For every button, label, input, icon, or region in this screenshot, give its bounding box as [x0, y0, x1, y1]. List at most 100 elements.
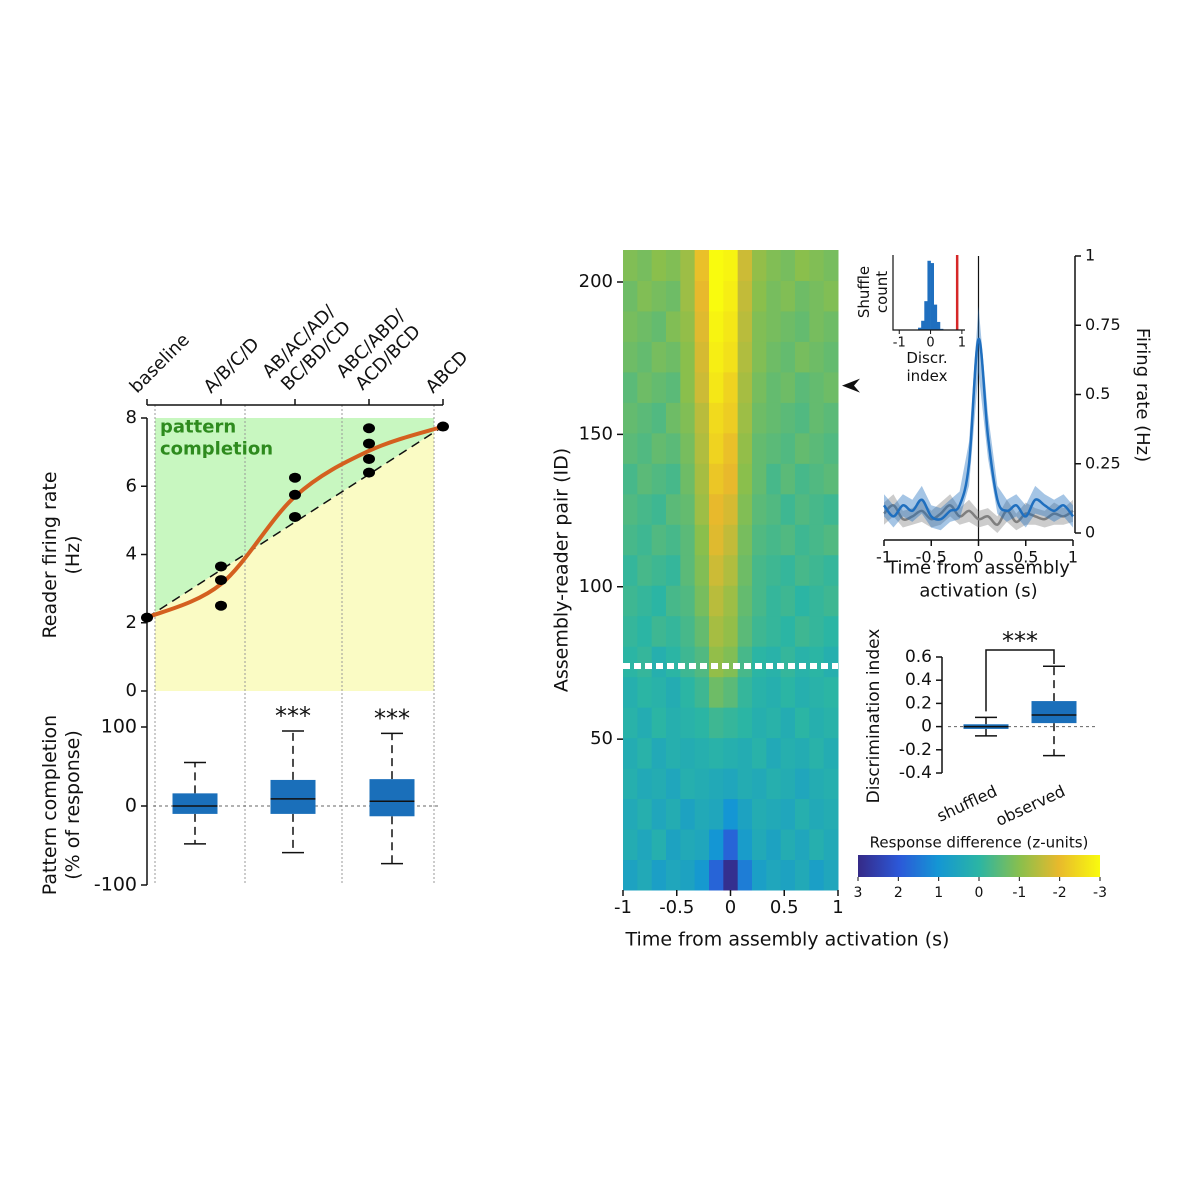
heatmap-cell — [709, 676, 724, 708]
heatmap-cell — [823, 676, 839, 708]
heatmap-cell — [809, 402, 825, 434]
axes — [892, 255, 965, 331]
heatmap-cell — [766, 615, 782, 647]
heatmap-cell — [666, 615, 681, 647]
heatmap-cell — [694, 768, 710, 800]
heatmap-cell — [766, 341, 782, 373]
heatmap-cell — [737, 707, 753, 739]
heatmap-cell — [694, 402, 710, 434]
y-tick-label: 0.6 — [905, 647, 932, 667]
heatmap-cell — [637, 676, 653, 708]
point — [289, 489, 301, 500]
heatmap-cell — [694, 707, 710, 739]
heatmap-cell — [737, 676, 753, 708]
heatmap-cell — [795, 463, 810, 495]
heatmap-cell — [737, 432, 753, 464]
y-tick-label: 2 — [126, 612, 137, 633]
heatmap-cell — [637, 493, 653, 525]
colorbar-tick-label: -1 — [1012, 885, 1026, 901]
x-tick-label: -1 — [876, 548, 892, 567]
heatmap-cell — [651, 585, 667, 617]
heatmap-cell — [780, 371, 796, 403]
heatmap-cell — [752, 341, 767, 373]
heatmap-cell — [709, 524, 724, 556]
heatmap-cell — [623, 585, 638, 617]
heatmap-cell — [723, 707, 739, 739]
heatmap-cell — [680, 737, 696, 769]
y-tick-label: 0 — [921, 717, 932, 737]
heatmap-cell — [809, 280, 825, 312]
point — [363, 453, 375, 464]
point — [437, 421, 449, 432]
heatmap-cell — [680, 371, 696, 403]
heatmap-cell — [766, 402, 782, 434]
heatmap-cell — [723, 432, 739, 464]
heatmap-cell — [809, 371, 825, 403]
heatmap-cell — [694, 432, 710, 464]
heatmap-cell — [623, 371, 638, 403]
heatmap-cell — [752, 493, 767, 525]
heatmap-cell — [766, 432, 782, 464]
heatmap-cell — [809, 737, 825, 769]
heatmap-cell — [780, 615, 796, 647]
y-tick-label: 6 — [126, 475, 137, 496]
point — [363, 467, 375, 478]
heatmap-cell — [651, 646, 667, 678]
heatmap-cell — [723, 250, 739, 281]
heatmap-cell — [766, 676, 782, 708]
heatmap-cell — [680, 646, 696, 678]
heatmap-cell — [823, 250, 839, 281]
heatmap-cell — [680, 676, 696, 708]
heatmap-cell — [680, 280, 696, 312]
y-tick-label: 1 — [1085, 246, 1095, 265]
heatmap-cell — [780, 463, 796, 495]
heatmap-cell — [752, 585, 767, 617]
heatmap-cell — [651, 371, 667, 403]
y-axis-label: Firing rate (Hz) — [1131, 327, 1153, 463]
heatmap-cell — [637, 341, 653, 373]
heatmap-cell — [637, 524, 653, 556]
heatmap-cell — [666, 676, 681, 708]
heatmap-cell — [780, 859, 796, 891]
heatmap-cell — [780, 250, 796, 281]
colorbar-tick-label: 2 — [894, 885, 903, 901]
heatmap-cell — [752, 615, 767, 647]
heatmap-cell — [723, 737, 739, 769]
heatmap-cell — [651, 554, 667, 586]
heatmap-cell — [694, 493, 710, 525]
heatmap-cell — [823, 554, 839, 586]
heatmap-cell — [623, 768, 638, 800]
heatmap-cell — [795, 615, 810, 647]
y-tick-label: -0.2 — [899, 740, 932, 760]
heatmap-cell — [766, 798, 782, 830]
line — [882, 337, 1074, 521]
box — [369, 779, 415, 817]
error-band — [884, 494, 1073, 533]
heatmap-cell — [752, 859, 767, 891]
y-tick-label: 0.2 — [905, 693, 932, 713]
heatmap-cell — [780, 737, 796, 769]
point — [289, 472, 301, 483]
x-tick-label: 0.5 — [770, 897, 799, 918]
heatmap-cell — [694, 676, 710, 708]
heatmap-cell — [637, 859, 653, 891]
heatmap-cell — [651, 341, 667, 373]
box — [172, 793, 218, 814]
histogram-bar — [927, 260, 931, 330]
heatmap-cell — [637, 829, 653, 861]
heatmap-cell — [780, 280, 796, 312]
box — [1031, 701, 1077, 724]
heatmap-cell — [709, 493, 724, 525]
x-tick-label: 0 — [725, 897, 736, 918]
heatmap-cell — [723, 310, 739, 342]
heatmap-cell — [666, 402, 681, 434]
heatmap-cell — [680, 432, 696, 464]
heatmap-cell — [823, 829, 839, 861]
heatmap-cell — [780, 493, 796, 525]
heatmap-cell — [651, 737, 667, 769]
heatmap-cell — [737, 585, 753, 617]
x-axis-label: Time from assembly activation (s) — [887, 557, 1070, 602]
heatmap-cell — [637, 737, 653, 769]
heatmap-cell — [809, 646, 825, 678]
heatmap-cell — [651, 493, 667, 525]
